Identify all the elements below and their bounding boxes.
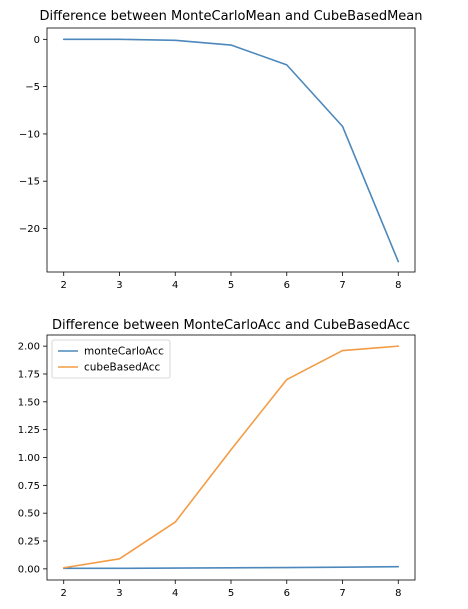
plot-frame [46, 334, 416, 581]
y-tick-label: 0.50 [18, 509, 40, 520]
y-tick-label: 0 [34, 35, 40, 46]
series-line-cubeBasedAcc [62, 345, 400, 569]
y-tick-label: 0.00 [18, 564, 40, 575]
x-tick-label: 7 [339, 280, 345, 291]
plot-frame [46, 27, 416, 273]
x-tick-label: 4 [172, 280, 178, 291]
chart-title: Difference between MonteCarloMean and Cu… [40, 9, 423, 24]
legend-label: monteCarloAcc [84, 346, 164, 358]
x-tick-label: 8 [395, 280, 401, 291]
x-tick-label: 3 [116, 280, 122, 291]
y-tick-label: −15 [19, 177, 40, 188]
x-tick-label: 4 [172, 588, 178, 599]
y-tick-label: 1.50 [18, 397, 40, 408]
legend-label: cubeBasedAcc [84, 362, 161, 374]
chart-2: Difference between MonteCarloAcc and Cub… [18, 318, 416, 599]
x-tick-label: 3 [116, 588, 122, 599]
x-tick-label: 2 [61, 280, 67, 291]
chart-1: Difference between MonteCarloMean and Cu… [19, 9, 423, 291]
y-tick-label: 1.00 [18, 453, 40, 464]
x-tick-label: 5 [228, 280, 234, 291]
chart-title: Difference between MonteCarloAcc and Cub… [52, 318, 410, 333]
y-tick-label: −10 [19, 129, 40, 140]
y-tick-label: 2.00 [18, 342, 40, 353]
x-tick-label: 8 [395, 588, 401, 599]
x-tick-label: 2 [61, 588, 67, 599]
series-line-monteCarloAcc [62, 565, 400, 570]
y-tick-label: 1.75 [18, 369, 40, 380]
x-tick-label: 7 [339, 588, 345, 599]
x-tick-label: 5 [228, 588, 234, 599]
y-tick-label: −20 [19, 224, 40, 235]
x-tick-label: 6 [284, 588, 290, 599]
y-tick-label: −5 [25, 82, 40, 93]
legend [51, 339, 171, 379]
y-tick-label: 0.25 [18, 537, 40, 548]
y-tick-label: 1.25 [18, 425, 40, 436]
series-line-series-1 [62, 38, 400, 263]
y-tick-label: 0.75 [18, 481, 40, 492]
x-tick-label: 6 [284, 280, 290, 291]
